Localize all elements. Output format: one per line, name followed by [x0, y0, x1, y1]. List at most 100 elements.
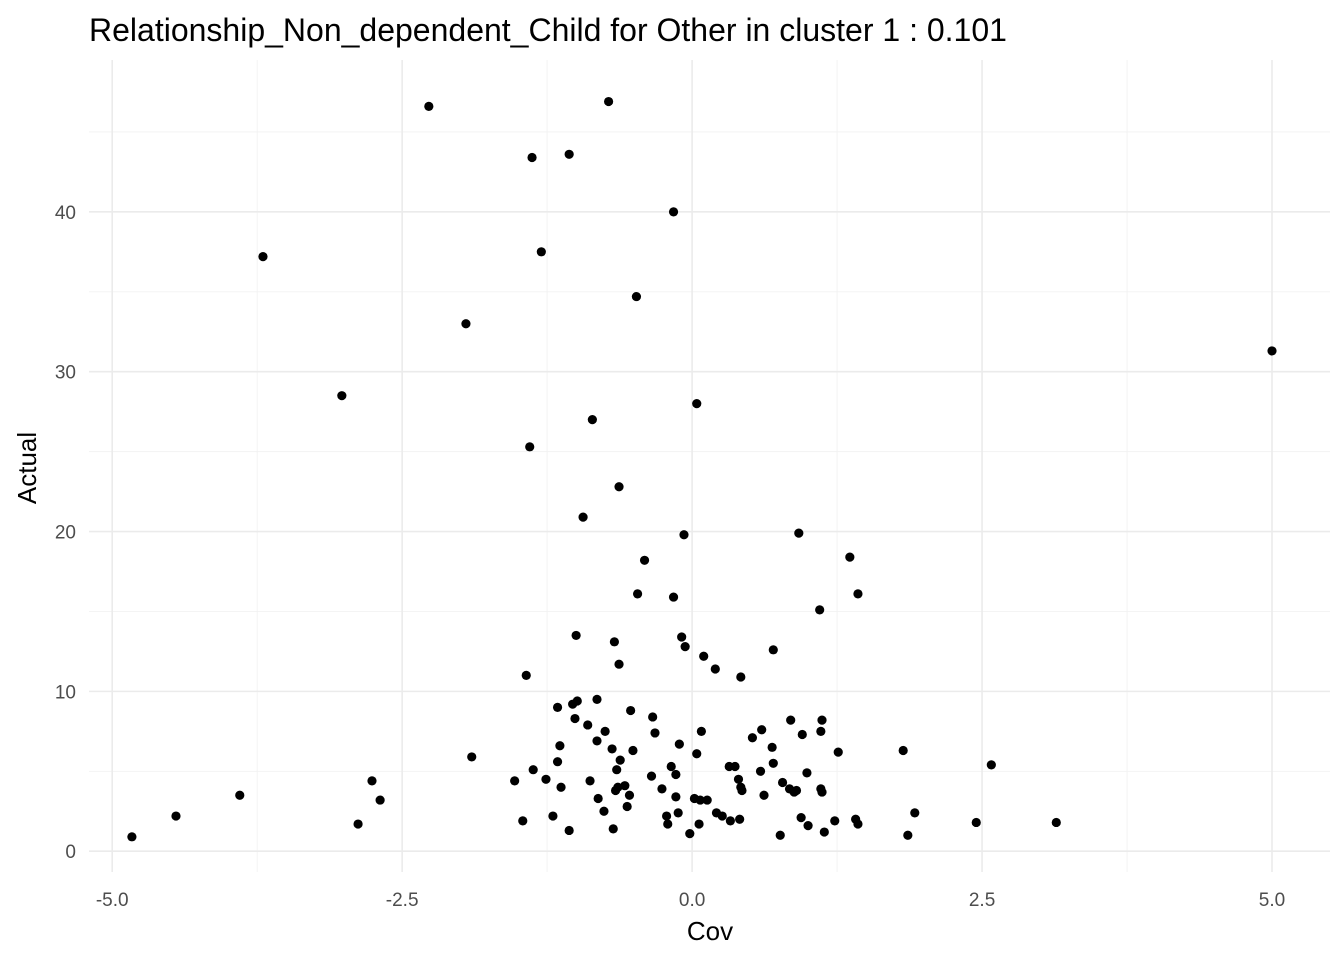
- data-point: [1267, 346, 1277, 356]
- data-point: [671, 792, 681, 802]
- data-point: [755, 766, 766, 776]
- data-point: [467, 752, 477, 762]
- data-point: [816, 726, 826, 736]
- data-point: [612, 765, 622, 775]
- y-tick-label: 10: [55, 682, 76, 703]
- data-point: [692, 749, 702, 759]
- data-point: [668, 207, 679, 217]
- data-point: [802, 768, 812, 778]
- data-point: [819, 827, 829, 837]
- data-point: [853, 589, 863, 599]
- data-point: [817, 787, 827, 797]
- data-point: [614, 659, 624, 669]
- data-point: [730, 761, 740, 772]
- data-point: [668, 592, 679, 602]
- data-point: [663, 819, 673, 829]
- data-point: [552, 702, 563, 712]
- data-point: [695, 795, 705, 805]
- data-point: [777, 777, 788, 788]
- data-point: [646, 771, 657, 781]
- data-point: [694, 819, 704, 829]
- x-tick-label: -2.5: [386, 890, 419, 911]
- data-point: [986, 760, 996, 770]
- data-point: [127, 832, 137, 842]
- data-point: [599, 806, 609, 816]
- data-point: [510, 776, 520, 786]
- data-point: [518, 816, 528, 826]
- data-point: [527, 152, 537, 163]
- major-gridlines: [89, 60, 1330, 872]
- data-point: [564, 825, 574, 836]
- data-point: [791, 785, 802, 796]
- data-point: [461, 319, 471, 329]
- data-point: [797, 729, 807, 740]
- data-point: [639, 555, 650, 565]
- data-point: [971, 817, 981, 828]
- data-point: [583, 720, 593, 730]
- data-point: [677, 632, 687, 642]
- data-point: [910, 808, 920, 818]
- data-point: [592, 736, 602, 746]
- data-point: [571, 630, 581, 641]
- data-point: [337, 391, 347, 401]
- data-point: [622, 801, 632, 812]
- data-point: [613, 782, 623, 792]
- data-point: [853, 819, 863, 829]
- data-point: [608, 824, 618, 834]
- data-point: [661, 811, 672, 821]
- data-point: [903, 830, 913, 840]
- data-point: [767, 742, 777, 752]
- data-point: [768, 645, 778, 655]
- data-point: [541, 774, 551, 784]
- data-point: [775, 830, 785, 840]
- data-point: [258, 252, 268, 262]
- x-tick-label: 5.0: [1259, 890, 1285, 911]
- data-point: [525, 442, 535, 452]
- data-point: [833, 747, 843, 757]
- data-point: [624, 790, 635, 800]
- data-point: [552, 757, 563, 767]
- data-point: [768, 758, 778, 768]
- data-point: [592, 694, 602, 704]
- data-point: [631, 291, 642, 302]
- data-point: [717, 811, 727, 821]
- data-point: [556, 782, 566, 792]
- data-point: [657, 784, 667, 794]
- data-point: [578, 512, 588, 522]
- data-point: [593, 793, 603, 804]
- data-point: [679, 530, 689, 540]
- data-point: [666, 761, 676, 772]
- y-axis-title: Actual: [12, 432, 42, 504]
- data-point: [648, 712, 658, 722]
- data-point: [680, 642, 690, 652]
- data-points: [127, 96, 1277, 842]
- data-point: [736, 672, 746, 682]
- x-tick-label: 2.5: [969, 890, 995, 911]
- data-point: [671, 769, 681, 780]
- data-point: [794, 528, 804, 538]
- data-point: [673, 808, 683, 818]
- data-point: [1051, 817, 1061, 828]
- data-point: [725, 816, 735, 826]
- data-point: [367, 776, 377, 786]
- data-point: [733, 774, 744, 784]
- chart-title: Relationship_Non_dependent_Child for Oth…: [89, 12, 1007, 48]
- data-point: [757, 725, 767, 735]
- data-point: [803, 821, 813, 831]
- data-point: [536, 247, 546, 257]
- data-point: [548, 811, 558, 821]
- data-point: [845, 552, 855, 562]
- y-tick-label: 30: [55, 363, 76, 384]
- data-point: [353, 819, 363, 829]
- data-point: [603, 96, 614, 107]
- data-point: [696, 726, 706, 736]
- x-tick-label: 0.0: [679, 890, 705, 911]
- data-point: [521, 670, 531, 680]
- data-point: [628, 745, 638, 756]
- data-point: [650, 728, 660, 738]
- data-point: [815, 605, 825, 615]
- data-point: [710, 664, 720, 674]
- data-point: [171, 811, 181, 821]
- data-point: [817, 715, 827, 725]
